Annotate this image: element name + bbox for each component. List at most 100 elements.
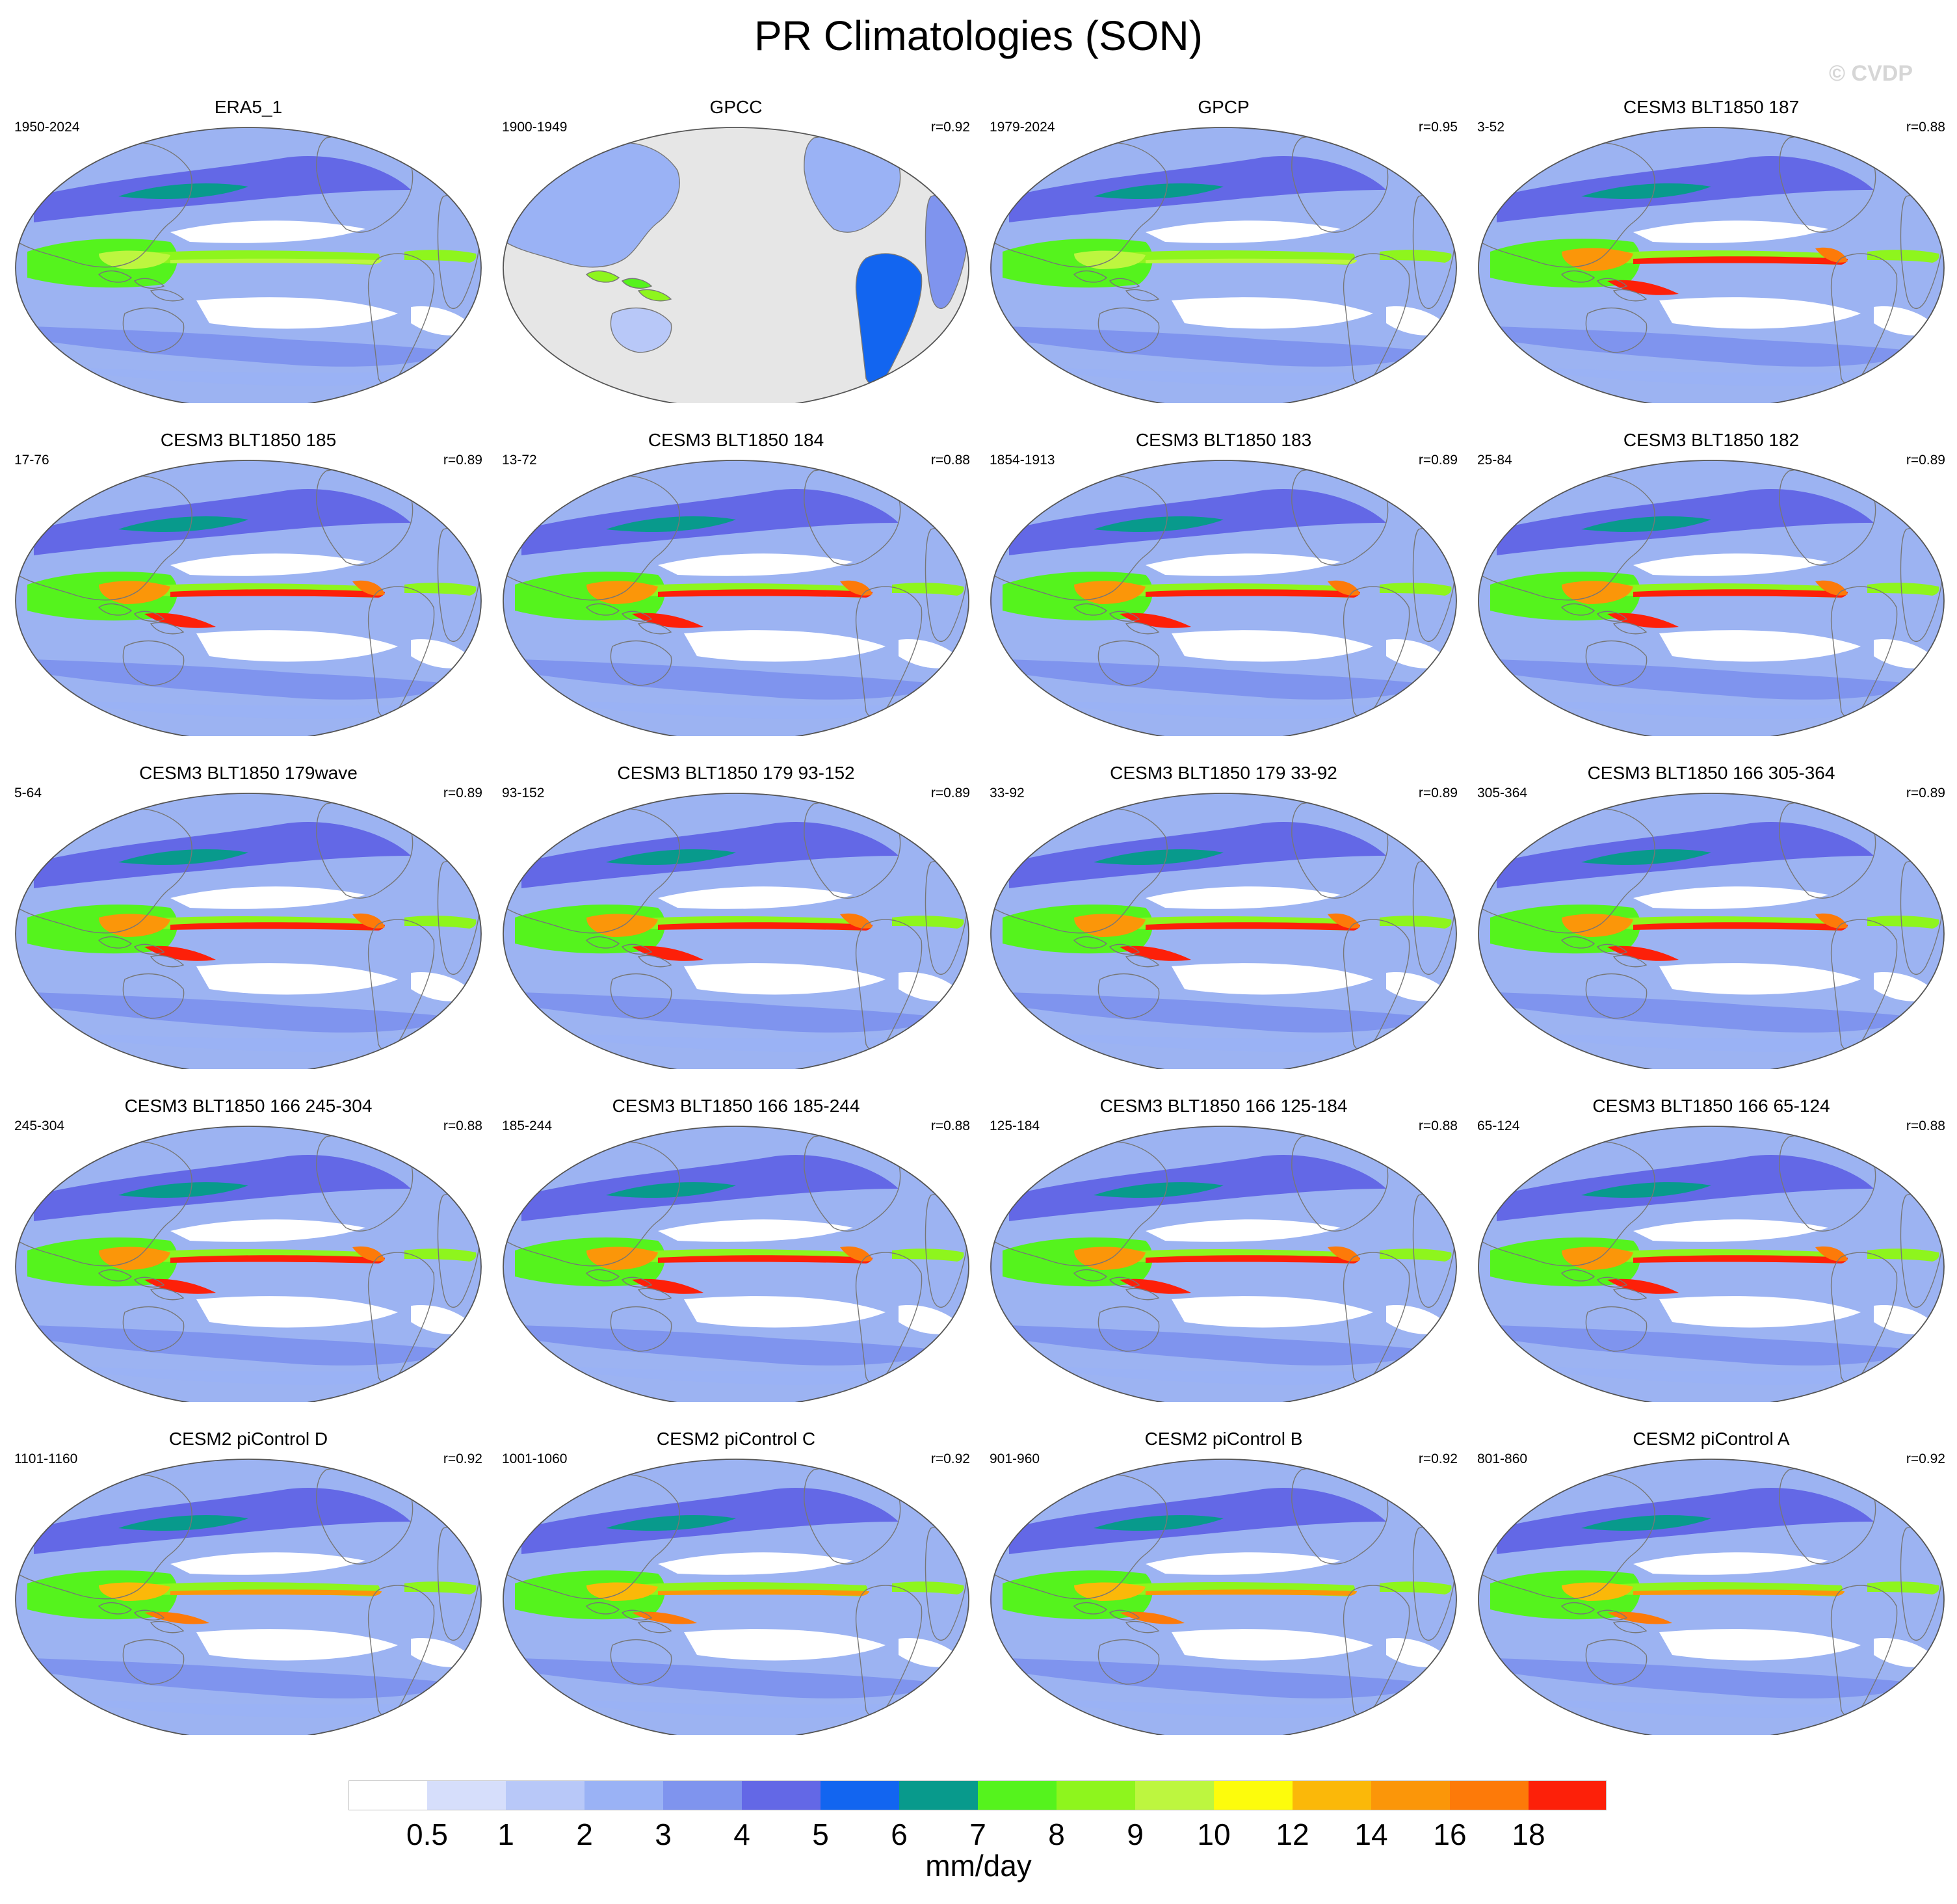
map-panel: CESM3 BLT1850 179wave 5-64 r=0.89 xyxy=(5,763,492,1069)
coastline xyxy=(637,1288,672,1301)
precip-contour xyxy=(1146,1589,1357,1596)
map-plot xyxy=(15,127,482,403)
precip-contour xyxy=(1003,1364,1445,1385)
precip-contour xyxy=(196,630,398,662)
colorbar-swatch xyxy=(978,1780,1057,1810)
coastline xyxy=(1612,1620,1648,1633)
precip-contour xyxy=(684,1629,886,1661)
map-panel: CESM2 piControl D 1101-1160 r=0.92 xyxy=(5,1429,492,1735)
land-precip-area xyxy=(611,308,672,352)
precip-contour xyxy=(1120,1278,1191,1294)
precip-contour xyxy=(170,589,385,598)
precip-contour xyxy=(99,581,170,604)
coastline xyxy=(610,1639,672,1685)
precip-contour xyxy=(27,239,177,288)
precip-contour xyxy=(658,886,853,909)
panel-title: CESM3 BLT1850 187 xyxy=(1623,97,1800,117)
precip-contour xyxy=(1172,297,1373,329)
coastline xyxy=(1612,622,1648,635)
precip-contour xyxy=(34,1325,463,1366)
precip-contour xyxy=(658,553,853,576)
map-outline xyxy=(990,1459,1457,1735)
precip-contour xyxy=(840,913,873,929)
precip-contour xyxy=(1490,1570,1640,1620)
panel-correlation: r=0.89 xyxy=(443,453,482,468)
coastline xyxy=(1073,936,1108,949)
colorbar-swatch xyxy=(742,1780,821,1810)
panel-correlation: r=0.89 xyxy=(1418,453,1458,468)
precip-contour xyxy=(658,1255,873,1263)
panel-title: CESM2 piControl A xyxy=(1633,1429,1790,1449)
precip-contour xyxy=(196,297,398,329)
coastline xyxy=(1097,973,1160,1019)
panel-title: CESM3 BLT1850 185 xyxy=(160,430,337,450)
coastline xyxy=(1585,307,1648,353)
precip-contour xyxy=(27,365,469,386)
precip-contour xyxy=(1094,849,1224,866)
coastline xyxy=(1109,1276,1140,1288)
panel-correlation: r=0.88 xyxy=(1418,1118,1458,1133)
precip-contour xyxy=(118,1182,248,1198)
panel-correlation: r=0.88 xyxy=(443,1118,482,1133)
coastline xyxy=(1109,278,1140,289)
map-panel: GPCC 1900-1949 r=0.92 xyxy=(493,98,979,403)
precip-contour xyxy=(1328,580,1360,596)
colorbar-swatch xyxy=(1214,1780,1293,1810)
precip-contour xyxy=(1581,183,1711,200)
coastline xyxy=(1560,936,1596,949)
precip-contour xyxy=(1562,914,1633,937)
colorbar-swatch xyxy=(1135,1780,1214,1810)
precip-contour xyxy=(1146,886,1341,909)
precip-contour xyxy=(1380,1249,1452,1262)
coastline xyxy=(637,1620,672,1633)
coastline xyxy=(1596,278,1628,289)
panel-title: GPCP xyxy=(1198,97,1250,117)
precip-contour xyxy=(1003,1697,1445,1718)
precip-contour xyxy=(1146,1219,1341,1242)
panel-correlation: r=0.88 xyxy=(930,453,970,468)
panel-title: CESM3 BLT1850 166 305-364 xyxy=(1587,763,1835,783)
colorbar-swatch xyxy=(899,1780,978,1810)
coastline xyxy=(133,1276,165,1288)
coastline xyxy=(122,1306,185,1352)
precip-contour xyxy=(170,1589,382,1596)
map-outline xyxy=(15,1126,482,1402)
coastline xyxy=(1097,1306,1160,1352)
precip-contour xyxy=(170,922,385,931)
precip-contour xyxy=(1867,916,1939,929)
coastline xyxy=(610,307,672,353)
map-outline xyxy=(15,1459,482,1735)
precip-contour xyxy=(27,1697,469,1718)
map-plot xyxy=(990,127,1457,403)
precip-contour xyxy=(1497,1325,1926,1366)
map-panel: CESM3 BLT1850 166 245-304 245-304 r=0.88 xyxy=(5,1096,492,1402)
coastline xyxy=(585,1602,620,1615)
coastline xyxy=(1097,1639,1160,1685)
precip-contour xyxy=(170,1219,365,1242)
precip-contour xyxy=(1146,220,1341,243)
map-outline xyxy=(503,460,969,736)
precip-contour xyxy=(840,1246,873,1262)
colorbar-tick-label: 16 xyxy=(1433,1818,1467,1851)
precip-contour xyxy=(1867,583,1939,596)
panel-years: 13-72 xyxy=(502,453,537,468)
colorbar-swatch xyxy=(427,1780,506,1810)
precip-contour xyxy=(606,1515,736,1531)
coastline xyxy=(150,1620,185,1633)
precip-contour xyxy=(1120,613,1191,628)
coastline xyxy=(98,270,133,283)
precip-contour xyxy=(1607,280,1679,295)
panel-correlation: r=0.88 xyxy=(1906,1118,1945,1133)
colorbar-swatch xyxy=(1057,1780,1135,1810)
precip-contour xyxy=(515,698,957,719)
panel-correlation: r=0.92 xyxy=(1906,1451,1945,1466)
precip-contour xyxy=(515,1570,665,1620)
coastline xyxy=(133,944,165,955)
coastline xyxy=(133,611,165,622)
precip-contour xyxy=(1003,698,1445,719)
precip-contour xyxy=(1867,250,1939,263)
colorbar-swatch xyxy=(663,1780,742,1810)
precip-contour xyxy=(1009,992,1438,1033)
map-panel: CESM3 BLT1850 182 25-84 r=0.89 xyxy=(1468,430,1954,736)
panel-correlation: r=0.89 xyxy=(1906,786,1945,800)
